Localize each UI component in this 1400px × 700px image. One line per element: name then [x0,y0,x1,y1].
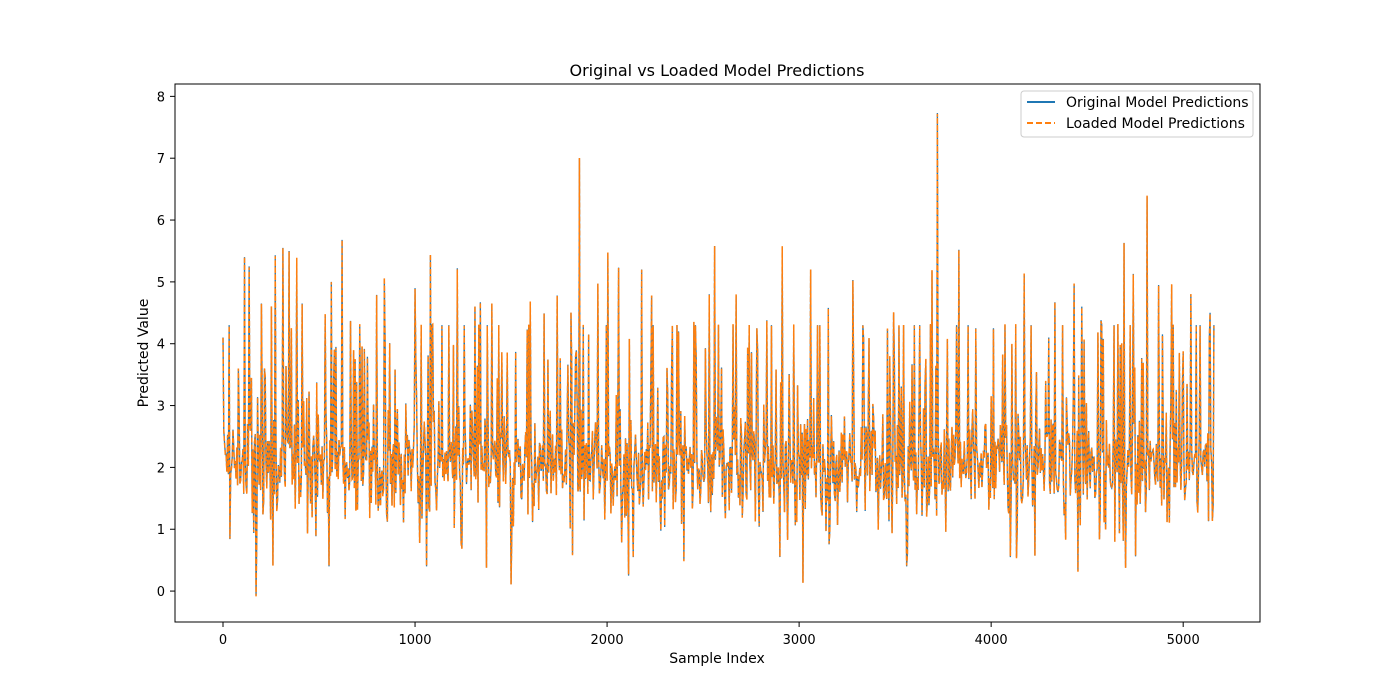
y-tick-label: 8 [157,90,165,105]
y-tick-label: 5 [157,276,165,291]
y-tick-label: 1 [157,523,165,538]
legend-label-original: Original Model Predictions [1066,95,1249,111]
plot-area [222,113,1215,597]
x-axis: 0 1000 2000 3000 4000 5000 [219,622,1200,648]
legend-label-loaded: Loaded Model Predictions [1066,116,1245,132]
y-axis: 0 1 2 3 4 5 6 7 8 [157,90,175,600]
y-tick-label: 3 [157,400,165,415]
y-tick-label: 0 [157,585,165,600]
x-tick-label: 4000 [975,633,1008,648]
y-axis-label: Predicted Value [136,299,152,408]
chart-title: Original vs Loaded Model Predictions [570,61,865,80]
series-line-loaded [222,113,1215,597]
y-tick-label: 2 [157,461,165,476]
x-tick-label: 2000 [591,633,624,648]
x-axis-label: Sample Index [669,651,764,667]
x-tick-label: 5000 [1167,633,1200,648]
y-tick-label: 7 [157,152,165,167]
legend-box [1020,90,1254,138]
y-tick-label: 6 [157,214,165,229]
x-tick-label: 1000 [398,633,431,648]
legend: Original Model Predictions Loaded Model … [1020,90,1254,138]
x-tick-label: 0 [219,633,227,648]
plot-frame [174,83,1261,623]
y-tick-label: 4 [157,338,165,353]
x-tick-label: 3000 [783,633,816,648]
